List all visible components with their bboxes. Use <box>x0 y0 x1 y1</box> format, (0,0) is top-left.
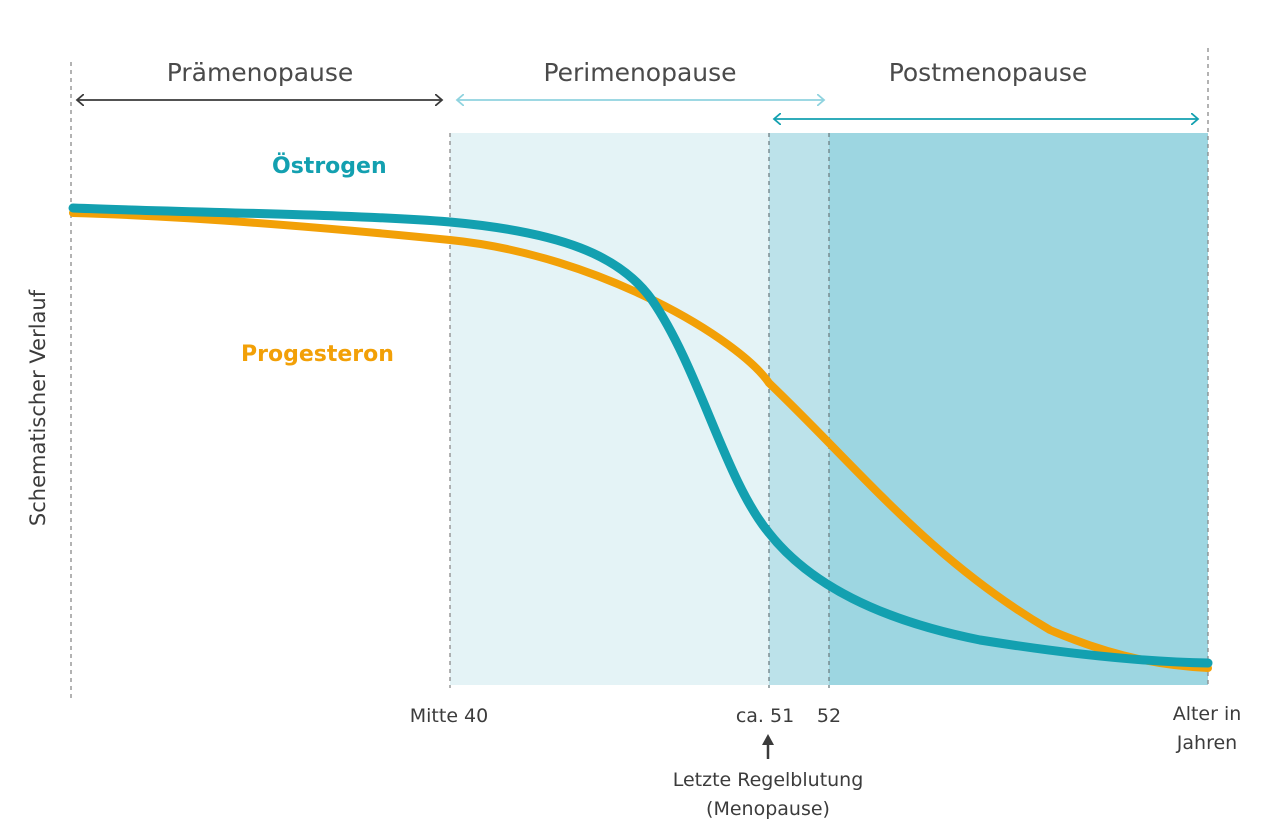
up-arrow-icon <box>762 734 774 759</box>
x-axis-label-line2: Jahren <box>1176 732 1237 754</box>
y-axis-label: Schematischer Verlauf <box>26 289 50 526</box>
menopause-annotation-line2: (Menopause) <box>706 798 830 820</box>
phase-title-peri: Perimenopause <box>543 58 736 87</box>
x-axis-label-line1: Alter in <box>1173 703 1242 725</box>
postmenopause-region <box>829 133 1208 685</box>
progesterone-label: Progesteron <box>241 342 394 367</box>
perimenopause-region <box>450 133 770 685</box>
menopause-annotation-line1: Letzte Regelblutung <box>673 769 864 791</box>
estrogen-label: Östrogen <box>272 153 387 179</box>
tick-52: 52 <box>817 705 841 727</box>
estrogen-curve <box>68 203 1213 668</box>
tick-ca51: ca. 51 <box>736 705 794 727</box>
phase-title-pre: Prämenopause <box>167 58 354 87</box>
phase-title-post: Postmenopause <box>889 58 1088 87</box>
tick-mid40: Mitte 40 <box>410 705 488 727</box>
progesterone-curve <box>69 209 1212 672</box>
